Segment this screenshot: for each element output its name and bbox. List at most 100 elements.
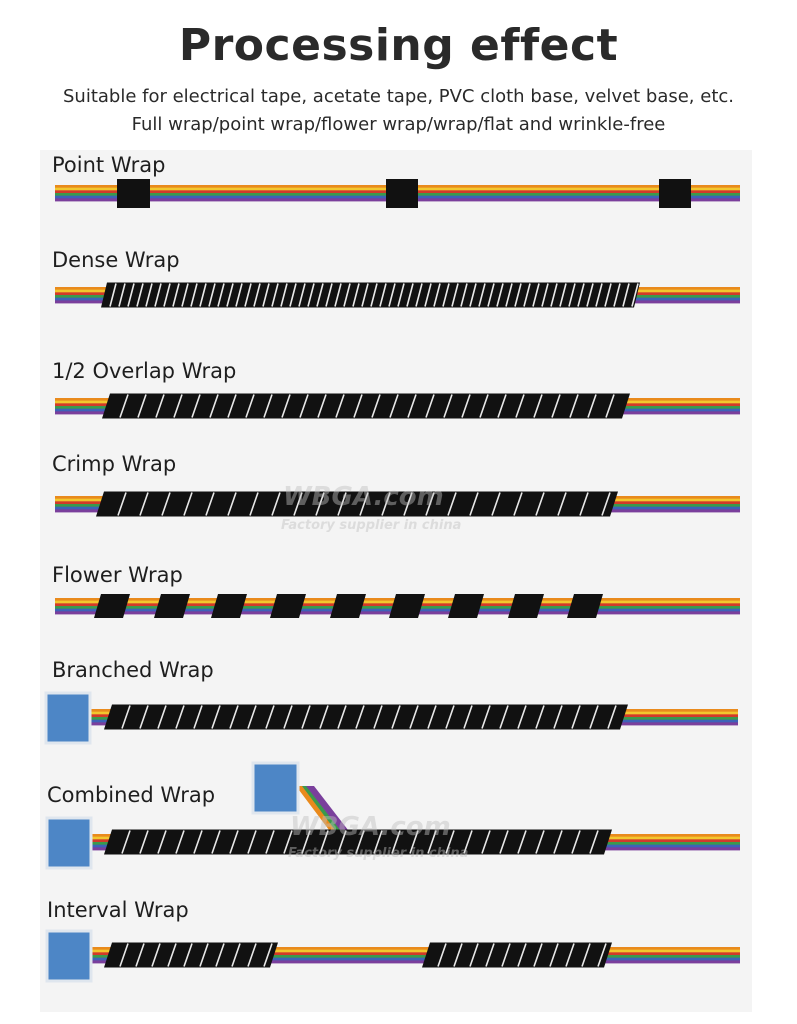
label-crimp-wrap: Crimp Wrap [52,452,177,476]
crimp-wrap-tape-gap [535,492,545,516]
interval-wrap-tape-2-gap [485,943,495,967]
dense-wrap-tape-gap [541,283,549,307]
crimp-wrap-tape-gap [403,492,413,516]
combined-wrap-tape-gap [211,830,221,854]
combined-wrap-tape-gap [337,830,347,854]
branched-wrap-tape-gap [517,705,527,729]
dense-wrap-tape-gap [532,283,540,307]
branched-wrap-tape [104,704,628,730]
dense-wrap-tape-gap [316,283,324,307]
crimp-wrap-tape-gap [601,492,611,516]
combined-wrap-tape-gap [283,830,293,854]
dense-wrap-tape-gap [109,283,117,307]
dense-wrap-tape-gap [190,283,198,307]
interval-wrap-tape-1-gap [183,943,193,967]
interval-wrap-tape-2-gap [597,943,607,967]
branched-connector [44,691,92,745]
dense-wrap-tape-gap [604,283,612,307]
branched-wrap-tape-gap [139,705,149,729]
dense-wrap-tape-gap [523,283,531,307]
combined-wrap-tape-gap [265,830,275,854]
page-title: Processing effect [178,20,619,71]
dense-wrap-tape-gap [352,283,360,307]
dense-wrap-tape-gap [181,283,189,307]
dense-wrap-tape-gap [469,283,477,307]
branched-wrap-tape-gap [229,705,239,729]
combined-wrap-tape-gap [553,830,563,854]
interval-cable-stripe [90,960,740,964]
combined-wrap-tape-gap [373,830,383,854]
interval-wrap-tape-2-gap [581,943,591,967]
overlap-wrap-tape-gap [317,394,327,418]
interval-cable-stripe [90,949,740,953]
branched-wrap-tape-gap [175,705,185,729]
combined-wrap-tape-gap [157,830,167,854]
overlap-wrap-tape-gap [443,394,453,418]
flower-wrap-tape-5 [330,594,366,618]
overlap-wrap-tape-gap [551,394,561,418]
label-branched-wrap: Branched Wrap [52,658,214,682]
point-wrap-tape-1 [117,179,150,208]
overlap-wrap-tape-gap [353,394,363,418]
interval-wrap-tape-2-gap [501,943,511,967]
branched-wrap-tape-gap [427,705,437,729]
crimp-wrap-tape [96,491,618,517]
overlap-wrap-tape-gap [155,394,165,418]
dense-wrap-tape-gap [406,283,414,307]
overlap-wrap-tape-gap [425,394,435,418]
interval-wrap-tape-2-gap [533,943,543,967]
label-combined-wrap: Combined Wrap [47,783,216,807]
overlap-wrap-tape-gap [119,394,129,418]
interval-wrap-tape-1-gap [151,943,161,967]
interval-cable-stripe [90,955,740,959]
combined-wrap-tape-gap [175,830,185,854]
dense-wrap-tape-gap [595,283,603,307]
dense-wrap-tape-gap [334,283,342,307]
branched-wrap-tape-gap [319,705,329,729]
combined-branch-cable [306,786,348,830]
combined-wrap-tape-gap [535,830,545,854]
flower-wrap-tape-3 [211,594,247,618]
crimp-wrap-tape-gap [469,492,479,516]
branched-wrap-tape-gap [211,705,221,729]
branched-wrap-tape-gap [373,705,383,729]
branched-wrap-tape-gap [193,705,203,729]
dense-wrap-tape-gap [307,283,315,307]
interval-wrap-tape-1-gap [135,943,145,967]
overlap-wrap-tape-gap [209,394,219,418]
crimp-wrap-tape-gap [557,492,567,516]
dense-wrap-tape-gap [172,283,180,307]
combined-wrap-tape-gap [481,830,491,854]
overlap-wrap-tape-gap [461,394,471,418]
branched-wrap-tape-gap [265,705,275,729]
branched-wrap-tape-gap [481,705,491,729]
dense-wrap-tape-gap [343,283,351,307]
dense-wrap-tape-gap [415,283,423,307]
flower-wrap-tape-8 [508,594,544,618]
dense-wrap-tape-gap [145,283,153,307]
crimp-wrap-tape-gap [293,492,303,516]
dense-wrap-tape-gap [253,283,261,307]
combined-wrap-tape-gap [427,830,437,854]
flower-wrap-tape-6 [389,594,425,618]
interval-wrap-tape-1-gap [247,943,257,967]
interval-wrap-tape-1-gap [231,943,241,967]
crimp-wrap-tape-gap [205,492,215,516]
combined-wrap-tape-gap [463,830,473,854]
overlap-wrap-tape-gap [515,394,525,418]
dense-wrap-tape-gap [361,283,369,307]
dense-wrap-tape-gap [244,283,252,307]
dense-wrap-tape-gap [262,283,270,307]
overlap-wrap-tape-gap [173,394,183,418]
overlap-wrap-tape-gap [227,394,237,418]
branched-wrap-tape-gap [391,705,401,729]
combined-wrap-tape-gap [391,830,401,854]
interval-wrap-tape-1-gap [199,943,209,967]
dense-wrap-tape-gap [442,283,450,307]
branched-wrap-tape-gap [247,705,257,729]
dense-wrap-tape-gap [226,283,234,307]
overlap-wrap-tape-gap [281,394,291,418]
interval-connector [45,929,93,983]
branched-wrap-tape-gap [445,705,455,729]
